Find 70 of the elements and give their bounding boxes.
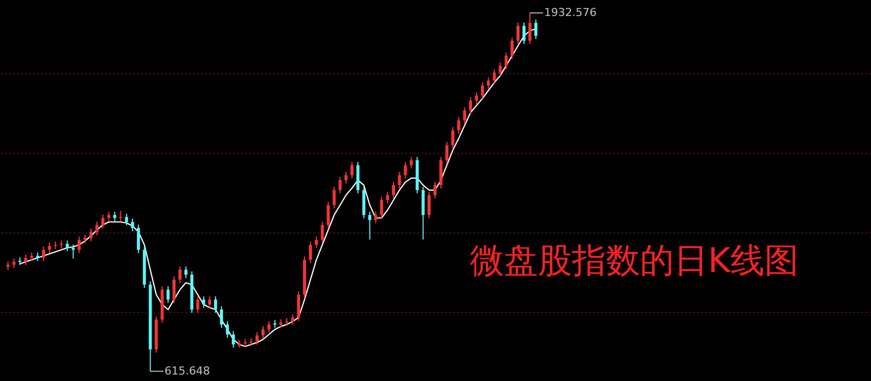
- candlestick: [480, 82, 484, 100]
- candlestick: [516, 22, 520, 45]
- candlestick: [463, 106, 466, 124]
- candlestick: [48, 242, 51, 254]
- candlestick: [12, 258, 16, 269]
- text: 微盘股指数的日K线图: [470, 241, 798, 281]
- candlestick: [90, 228, 92, 242]
- candlestick: [125, 213, 128, 226]
- candlestick: [119, 210, 122, 222]
- candlestick: [350, 161, 354, 179]
- candlestick: [332, 186, 336, 209]
- candlestick: [297, 290, 300, 322]
- candlestick: [469, 96, 472, 114]
- candlestick: [95, 221, 98, 236]
- candlestick: [386, 191, 390, 204]
- candlestick: [457, 116, 460, 134]
- candlestick: [113, 211, 116, 222]
- candlestick: [428, 191, 431, 219]
- candlestick: [504, 52, 508, 70]
- candlestick: [291, 314, 294, 326]
- candlestick: [498, 62, 502, 76]
- candlestick: [66, 240, 69, 252]
- candlestick: [267, 320, 270, 334]
- candlestick: [314, 236, 318, 249]
- candlestick: [528, 12, 532, 45]
- candlestick: [344, 171, 348, 184]
- candlestick: [220, 306, 223, 328]
- candlestick: [256, 332, 259, 346]
- candlestick: [184, 266, 188, 278]
- candlestick: [534, 19, 538, 40]
- candlestick: [445, 142, 448, 164]
- candlestick: [101, 214, 104, 229]
- candlestick: [451, 126, 454, 150]
- candlestick: [172, 276, 176, 304]
- candlestick: [24, 254, 28, 266]
- candlestick: [232, 330, 235, 348]
- candlestick: [131, 218, 134, 232]
- candlestick: [475, 92, 478, 104]
- candlestick: [486, 76, 490, 90]
- annotation: 615.648: [164, 364, 210, 378]
- candlestick: [202, 296, 206, 308]
- candlestick: [308, 241, 312, 264]
- candlestick: [410, 156, 413, 169]
- candlestick: [136, 224, 140, 254]
- candlestick: [368, 211, 372, 240]
- candlestick: [492, 68, 496, 84]
- candlestick: [522, 22, 526, 45]
- candlestick: [338, 176, 342, 194]
- text: 1932.576: [544, 6, 597, 19]
- candlestick: [208, 296, 212, 308]
- candlestick: [196, 296, 200, 314]
- candlestick: [42, 246, 46, 262]
- candlestick: [78, 236, 81, 254]
- candlestick: [434, 181, 437, 199]
- candlestick: [510, 37, 514, 60]
- candlestick: [320, 221, 324, 244]
- candlestick: [72, 244, 75, 260]
- candlestick: [404, 161, 407, 179]
- candlestick: [326, 201, 330, 229]
- candlestick: [214, 296, 218, 314]
- candlestick: [166, 286, 170, 304]
- candlestick: [398, 171, 401, 189]
- candlestick: [262, 326, 265, 340]
- candlestick: [226, 320, 229, 338]
- candlestick: [374, 211, 378, 224]
- candlestick: [392, 181, 395, 199]
- candlestick: [178, 266, 182, 284]
- candlestick: [380, 196, 384, 219]
- candlestick: [285, 318, 288, 326]
- candlestick: [107, 211, 110, 222]
